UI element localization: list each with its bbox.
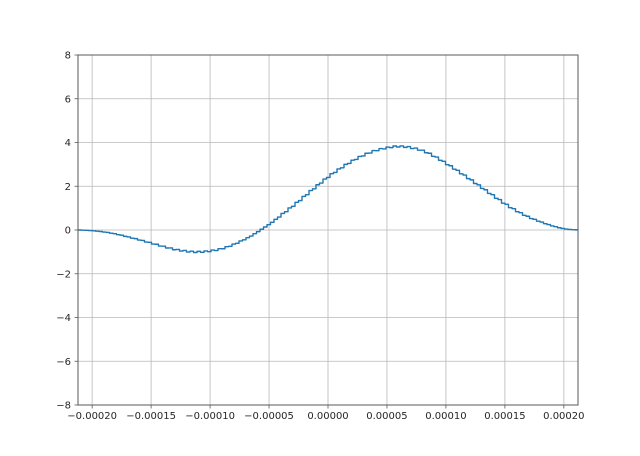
y-tick-label: 0 — [65, 226, 71, 237]
y-tick-label: 8 — [65, 51, 71, 62]
waveform-path — [78, 145, 579, 254]
x-tick-label: 0.00000 — [307, 411, 348, 422]
y-tick-label: −8 — [56, 401, 71, 412]
x-tick-label: 0.00015 — [484, 411, 525, 422]
x-tick-label: −0.00015 — [126, 411, 176, 422]
y-tick-label: −4 — [56, 313, 71, 324]
x-tick-label: −0.00005 — [244, 411, 294, 422]
x-tick-label: −0.00020 — [67, 411, 117, 422]
y-tick-label: 4 — [65, 138, 71, 149]
x-tick-label: −0.00010 — [185, 411, 235, 422]
x-tick-label: 0.00020 — [543, 411, 584, 422]
x-tick-label: 0.00005 — [366, 411, 407, 422]
y-tick-label: −6 — [56, 357, 71, 368]
y-tick-label: 6 — [65, 94, 71, 105]
y-tick-label: −2 — [56, 269, 71, 280]
y-tick-label: 2 — [65, 182, 71, 193]
x-tick-label: 0.00010 — [425, 411, 466, 422]
